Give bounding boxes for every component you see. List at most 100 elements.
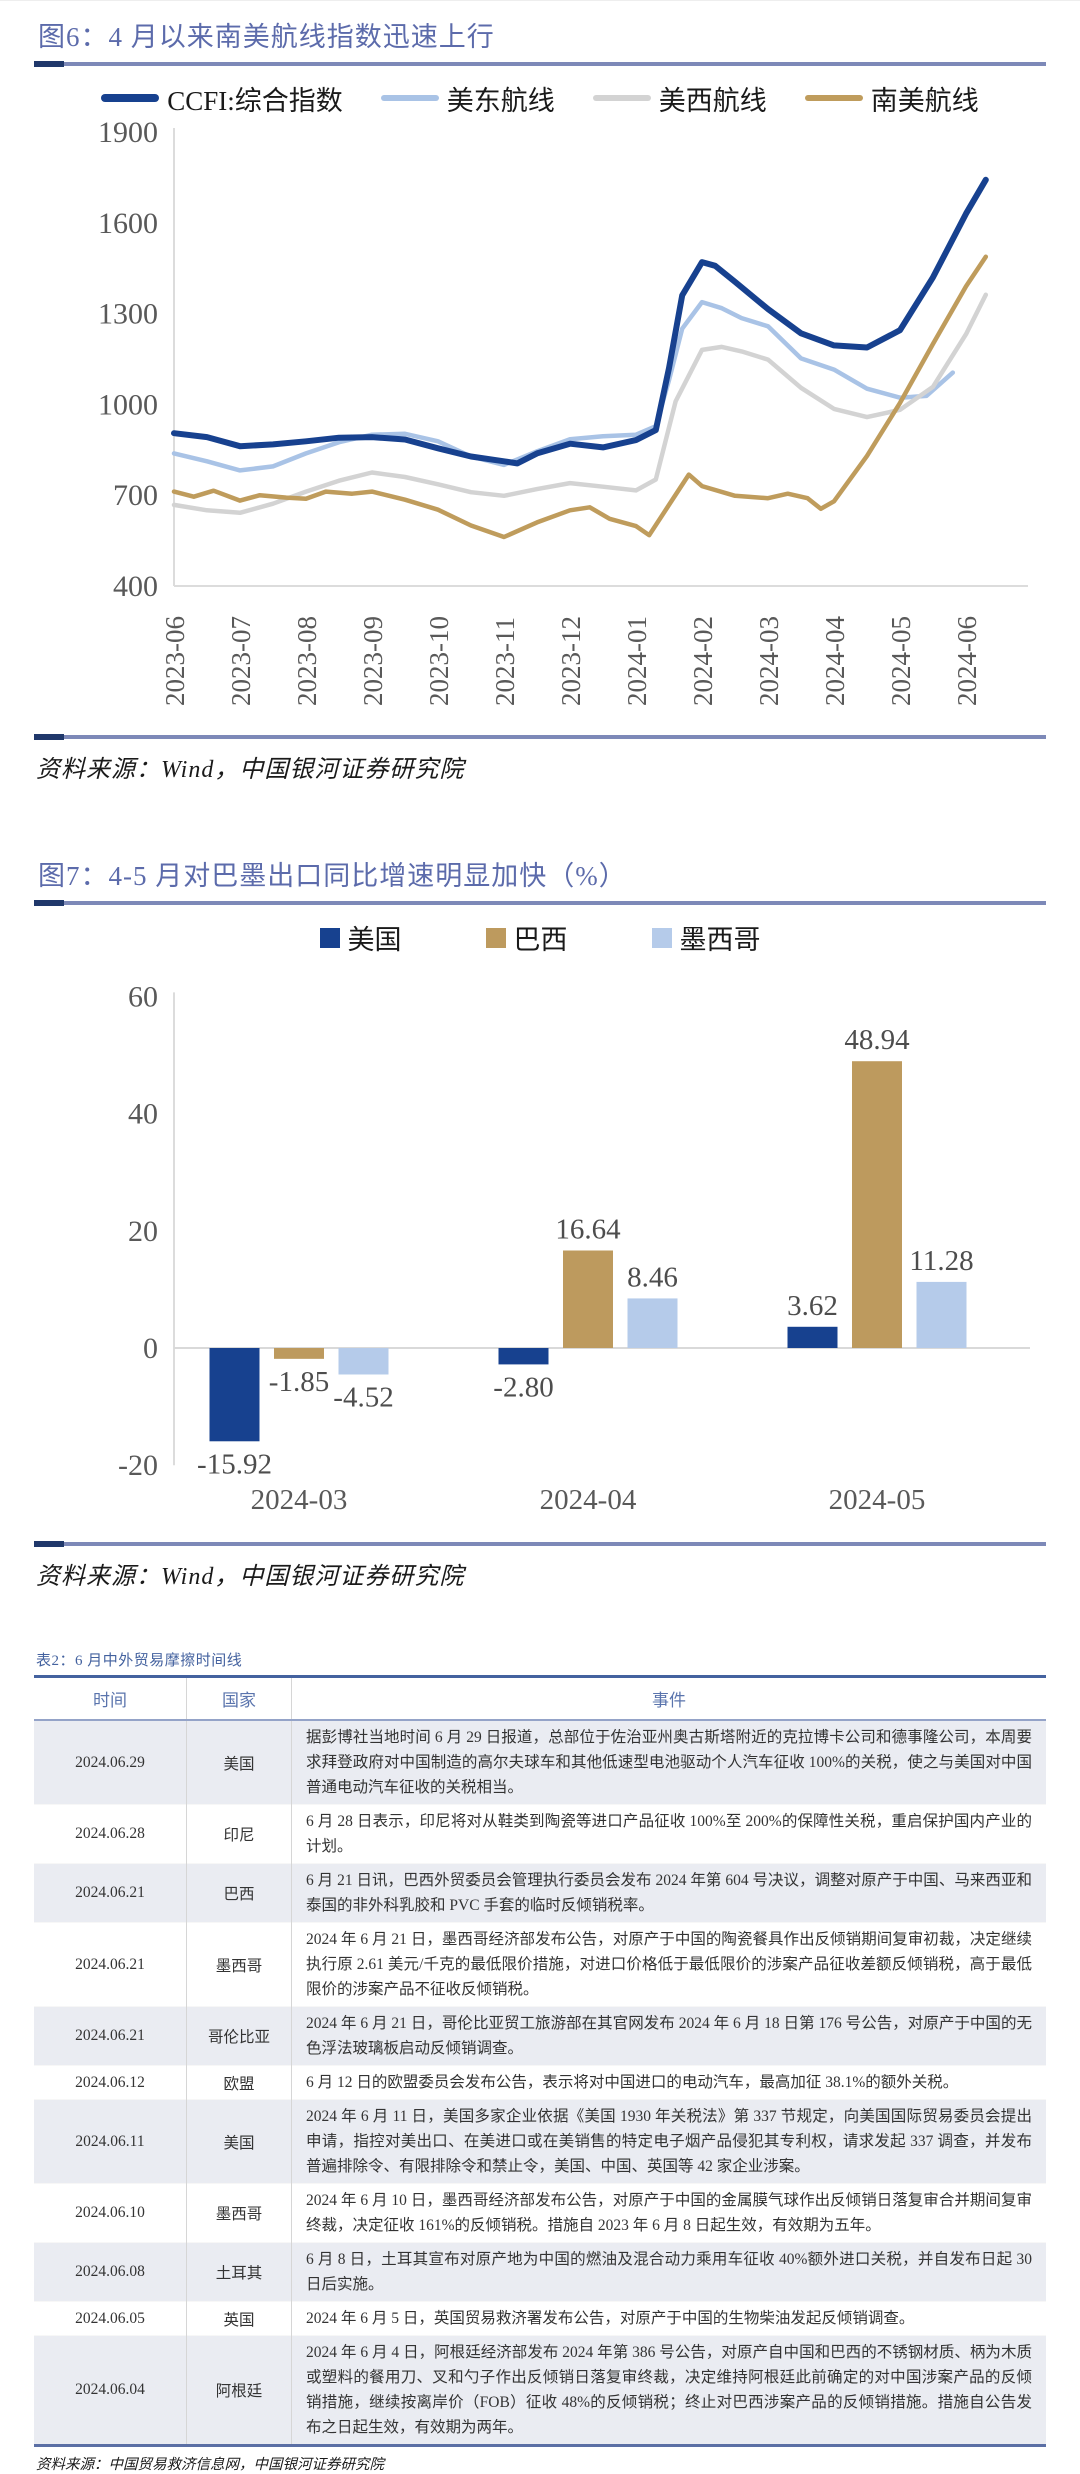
cell-event: 2024 年 6 月 11 日，美国多家企业依据《美国 1930 年关税法》第 …	[306, 2108, 1032, 2175]
x-tick-label: 2024-02	[688, 616, 718, 706]
cell-date: 2024.06.29	[34, 1720, 187, 1805]
x-category-label: 2024-04	[540, 1484, 637, 1516]
bar-value-label: 48.94	[844, 1024, 910, 1056]
line-series-us-east-route	[171, 299, 956, 473]
legend-label-brazil: 巴西	[513, 924, 568, 955]
y-tick-label: 0	[143, 1332, 158, 1365]
cell-date: 2024.06.21	[34, 1922, 187, 2007]
column-header-2: 事件	[291, 1676, 1046, 1721]
cell-country: 美国	[186, 1720, 292, 1805]
legend-label-south-america-route: 南美航线	[870, 85, 979, 116]
x-tick-label: 2023-09	[358, 616, 388, 706]
cell-event: 2024 年 6 月 21 日，墨西哥经济部发布公告，对原产于中国的陶瓷餐具作出…	[306, 1931, 1032, 1998]
cell-date: 2024.06.12	[34, 2065, 187, 2100]
cell-date: 2024.06.04	[34, 2335, 187, 2446]
cell-date: 2024.06.21	[34, 2006, 187, 2066]
cell-event: 6 月 21 日讯，巴西外贸委员会管理执行委员会发布 2024 年第 604 号…	[306, 1872, 1032, 1914]
legend-label-us-east-route: 美东航线	[446, 85, 555, 116]
y-tick-label: -20	[118, 1449, 158, 1482]
table-header: 时间 国家 事件	[34, 1676, 1046, 1721]
column-header-1: 国家	[186, 1676, 292, 1721]
x-tick-label: 2023-12	[556, 616, 586, 706]
y-tick-label: 40	[128, 1098, 158, 1131]
cell-event: 据彭博社当地时间 6 月 29 日报道，总部位于佐治亚州奥古斯塔附近的克拉博卡公…	[306, 1729, 1032, 1796]
legend-label-us-west-route: 美西航线	[658, 85, 767, 116]
bar-value-label: -2.80	[493, 1371, 553, 1403]
bar-usa-2024-05	[787, 1326, 838, 1348]
fig7-plot-svg: -20 0 20 40 60 2024-03 2024-04 2024-05 -15.92 -2.…	[118, 980, 1030, 1516]
cell-date: 2024.06.28	[34, 1804, 187, 1864]
cell-date: 2024.06.08	[34, 2242, 187, 2302]
legend-item-us-west-route: 美西航线	[592, 79, 767, 118]
cell-country: 巴西	[186, 1863, 292, 1923]
cell-date: 2024.06.10	[34, 2183, 187, 2243]
cell-event: 2024 年 6 月 10 日，墨西哥经济部发布公告，对原产于中国的金属膜气球作…	[306, 2192, 1032, 2234]
spacer	[34, 1591, 1046, 1649]
cell-country: 英国	[186, 2301, 292, 2336]
y-tick-label: 1300	[98, 298, 158, 331]
bar-usa-2024-03	[209, 1348, 260, 1442]
bar-value-label: 11.28	[909, 1245, 973, 1277]
legend-label-usa: 美国	[347, 924, 402, 955]
bar-mexico-2024-03	[338, 1348, 389, 1375]
y-tick-label: 1000	[98, 388, 158, 421]
rule-dash	[34, 900, 64, 906]
cell-date: 2024.06.21	[34, 1863, 187, 1923]
bar-usa-2024-04	[498, 1348, 549, 1365]
table-row: 2024.06.05 英国 2024 年 6 月 5 日，英国贸易救济署发布公告，对…	[34, 2301, 1046, 2336]
table-2-section: 表2：6 月中外贸易摩擦时间线 时间 国家 事件 2024.06.29 美国 据彭博社当…	[34, 1649, 1046, 2474]
cell-event: 6 月 8 日，土耳其宣布对原产地为中国的燃油及混合动力乘用车征收 40%额外进…	[306, 2251, 1032, 2293]
table-row: 2024.06.12 欧盟 6 月 12 日的欧盟委员会发布公告，表示将对中国进口的…	[34, 2065, 1046, 2100]
figure-6-title: 图6：4 月以来南美航线指数迅速上行	[38, 22, 495, 52]
table-row: 2024.06.11 美国 2024 年 6 月 11 日，美国多家企业依据《美国 …	[34, 2099, 1046, 2184]
figure-7: 图7：4-5 月对巴墨出口同比增速明显加快（%） 美国 巴西 墨西哥 -20 0 20 4…	[34, 850, 1046, 1591]
figure-6-line-chart: 1900 1600 1300 1000 700 400 2023-06 2023-07 2023…	[34, 116, 1042, 735]
legend-line-swatch-us-east-route	[380, 95, 439, 101]
legend-label-mexico: 墨西哥	[679, 924, 761, 955]
legend-item-brazil: 巴西	[485, 918, 568, 957]
legend-label-ccfi-composite: CCFI:综合指数	[167, 85, 343, 116]
x-category-label: 2024-03	[251, 1484, 348, 1516]
rule-dash	[34, 61, 64, 67]
x-tick-label: 2023-08	[292, 616, 322, 706]
table-2-source: 资料来源：中国贸易救济信息网，中国银河证券研究院	[36, 2457, 384, 2473]
x-tick-label: 2024-05	[886, 616, 916, 706]
table-row: 2024.06.21 墨西哥 2024 年 6 月 21 日，墨西哥经济部发布公告，…	[34, 1922, 1046, 2007]
legend-square-swatch-brazil	[485, 928, 506, 948]
bar-brazil-2024-04	[563, 1250, 613, 1348]
spacer	[34, 784, 1046, 850]
legend-line-swatch-us-west-route	[592, 95, 651, 101]
y-tick-label: 60	[128, 980, 158, 1013]
y-tick-label: 1600	[98, 207, 158, 240]
table-row: 2024.06.21 哥伦比亚 2024 年 6 月 21 日，哥伦比亚贸工旅游部在…	[34, 2006, 1046, 2066]
cell-event: 6 月 12 日的欧盟委员会发布公告，表示将对中国进口的电动汽车，最高加征 38…	[306, 2074, 959, 2091]
table-2-title: 表2：6 月中外贸易摩擦时间线	[36, 1653, 243, 1669]
x-category-label: 2024-05	[829, 1484, 926, 1516]
column-header-0: 时间	[34, 1676, 187, 1721]
bar-value-label: 16.64	[555, 1213, 621, 1245]
rule-dash	[34, 1541, 64, 1547]
y-tick-label: 400	[113, 570, 158, 603]
table-row: 2024.06.28 印尼 6 月 28 日表示，印尼将对从鞋类到陶瓷等进口产品征收…	[34, 1804, 1046, 1864]
cell-country: 土耳其	[186, 2242, 292, 2302]
x-tick-label: 2023-10	[424, 616, 454, 706]
x-tick-label: 2024-04	[820, 616, 850, 706]
rule-dash	[34, 734, 64, 740]
legend-item-mexico: 墨西哥	[651, 918, 761, 957]
cell-event: 2024 年 6 月 4 日，阿根廷经济部发布 2024 年第 386 号公告，…	[306, 2344, 1032, 2436]
legend-item-usa: 美国	[319, 918, 402, 957]
cell-date: 2024.06.05	[34, 2301, 187, 2336]
figure-6-source: 资料来源：Wind，中国银河证券研究院	[36, 757, 465, 783]
legend-item-south-america-route: 南美航线	[804, 79, 979, 118]
bar-mexico-2024-04	[627, 1298, 678, 1348]
x-tick-label: 2023-11	[490, 617, 520, 706]
x-tick-label: 2023-06	[160, 616, 190, 706]
figure-6-legend: CCFI:综合指数 美东航线 美西航线 南美航线	[34, 78, 1046, 118]
legend-item-us-east-route: 美东航线	[380, 79, 555, 118]
figure-7-bar-chart: -20 0 20 40 60 2024-03 2024-04 2024-05 -15.92 -2.…	[34, 957, 1042, 1542]
legend-line-swatch-south-america-route	[804, 95, 863, 101]
y-tick-label: 700	[113, 479, 158, 512]
figure-7-legend: 美国 巴西 墨西哥	[34, 917, 1046, 957]
bar-mexico-2024-05	[916, 1281, 967, 1348]
bar-value-label: -1.85	[269, 1366, 329, 1398]
